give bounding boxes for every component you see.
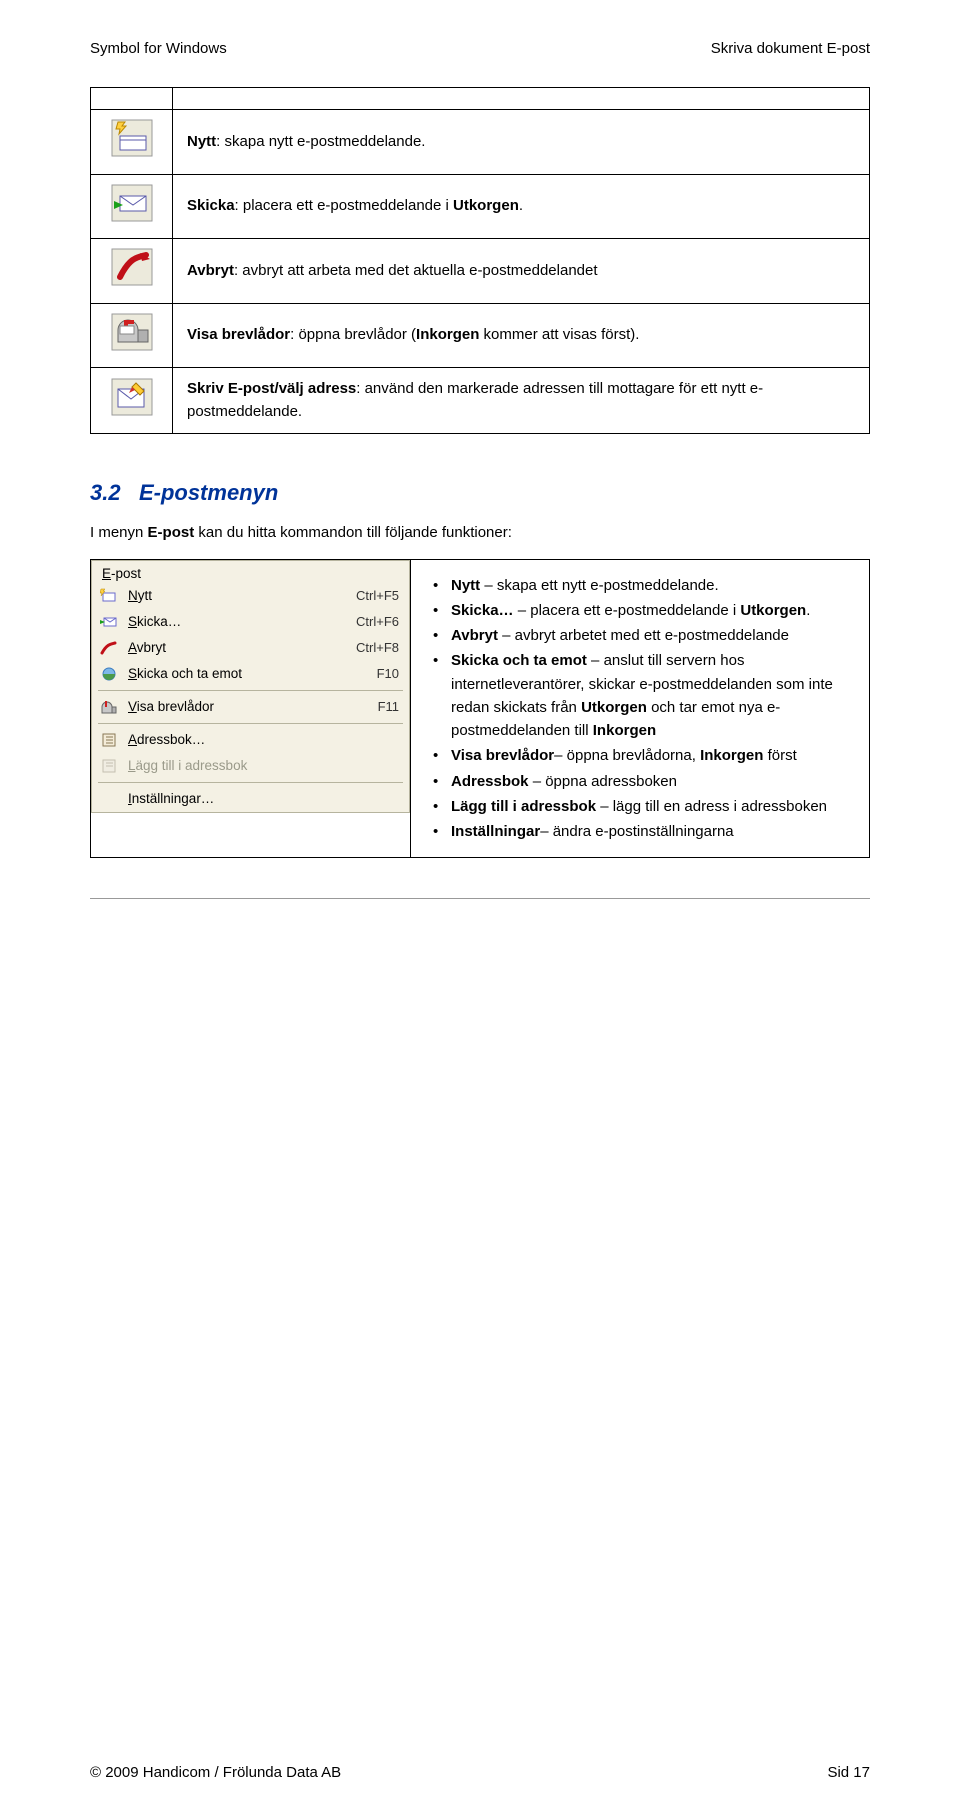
table-row <box>91 88 870 110</box>
mailbox-icon <box>110 312 154 352</box>
toolbar-row-text: Skicka: placera ett e-postmeddelande i U… <box>173 174 870 239</box>
bullet-list: Nytt – skapa ett nytt e-postmeddelande. … <box>419 574 861 844</box>
page-footer: © 2009 Handicom / Frölunda Data AB Sid 1… <box>90 1750 870 1781</box>
page-header: Symbol for Windows Skriva dokument E-pos… <box>90 40 870 57</box>
menu-separator <box>98 723 403 724</box>
list-item: Skicka och ta emot – anslut till servern… <box>433 649 853 742</box>
send-receive-icon <box>98 664 120 684</box>
footer-left: © 2009 Handicom / Frölunda Data AB <box>90 1764 341 1781</box>
footer-right: Sid 17 <box>827 1764 870 1781</box>
menu-item-lagg-till: Lägg till i adressbok <box>92 753 409 779</box>
list-item: Avbryt – avbryt arbetet med ett e-postme… <box>433 624 853 647</box>
menu-explanation-table: E-post Nytt Ctrl+F5 Skicka… Ctrl+F6 <box>90 559 870 859</box>
toolbar-row-text: Nytt: skapa nytt e-postmeddelande. <box>173 110 870 175</box>
list-item: Lägg till i adressbok – lägg till en adr… <box>433 795 853 818</box>
section-intro: I menyn E-post kan du hitta kommandon ti… <box>90 522 870 545</box>
table-row: Skriv E-post/välj adress: använd den mar… <box>91 368 870 434</box>
table-row: Skicka: placera ett e-postmeddelande i U… <box>91 174 870 239</box>
menu-item-visa-brevlador: Visa brevlådor F11 <box>92 694 409 720</box>
new-message-icon <box>110 118 154 158</box>
list-item: Adressbok – öppna adressboken <box>433 770 853 793</box>
send-icon <box>110 183 154 223</box>
table-row: Avbryt: avbryt att arbeta med det aktuel… <box>91 239 870 304</box>
menu-item-installningar: Inställningar… <box>92 786 409 812</box>
section-heading: 3.2 E-postmenyn <box>90 480 870 506</box>
list-item: Visa brevlådor– öppna brevlådorna, Inkor… <box>433 744 853 767</box>
menu-separator <box>98 782 403 783</box>
list-item: Skicka… – placera ett e-postmeddelande i… <box>433 599 853 622</box>
mailbox-icon <box>98 697 120 717</box>
menu-item-avbryt: Avbryt Ctrl+F8 <box>92 635 409 661</box>
compose-address-icon <box>110 377 154 417</box>
header-left: Symbol for Windows <box>90 40 227 57</box>
menu-separator <box>98 690 403 691</box>
toolbar-row-text: Visa brevlådor: öppna brevlådor (Inkorge… <box>173 303 870 368</box>
toolbar-row-text: Skriv E-post/välj adress: använd den mar… <box>173 368 870 434</box>
add-address-icon <box>98 756 120 776</box>
menu-item-skicka: Skicka… Ctrl+F6 <box>92 609 409 635</box>
menu-title: E-post <box>92 561 409 583</box>
table-row: Visa brevlådor: öppna brevlådor (Inkorge… <box>91 303 870 368</box>
toolbar-description-table: Nytt: skapa nytt e-postmeddelande. Skick… <box>90 87 870 434</box>
cancel-icon <box>110 247 154 287</box>
list-item: Nytt – skapa ett nytt e-postmeddelande. <box>433 574 853 597</box>
menu-item-skicka-ta-emot: Skicka och ta emot F10 <box>92 661 409 687</box>
toolbar-row-text: Avbryt: avbryt att arbeta med det aktuel… <box>173 239 870 304</box>
menu-item-adressbok: Adressbok… <box>92 727 409 753</box>
footer-rule <box>90 898 870 899</box>
table-row: Nytt: skapa nytt e-postmeddelande. <box>91 110 870 175</box>
menu-item-nytt: Nytt Ctrl+F5 <box>92 583 409 609</box>
cancel-icon <box>98 638 120 658</box>
header-right: Skriva dokument E-post <box>711 40 870 57</box>
send-icon <box>98 612 120 632</box>
epost-menu-screenshot: E-post Nytt Ctrl+F5 Skicka… Ctrl+F6 <box>91 560 410 813</box>
new-icon <box>98 586 120 606</box>
addressbook-icon <box>98 730 120 750</box>
list-item: Inställningar– ändra e-postinställningar… <box>433 820 853 843</box>
settings-blank-icon <box>98 789 120 809</box>
